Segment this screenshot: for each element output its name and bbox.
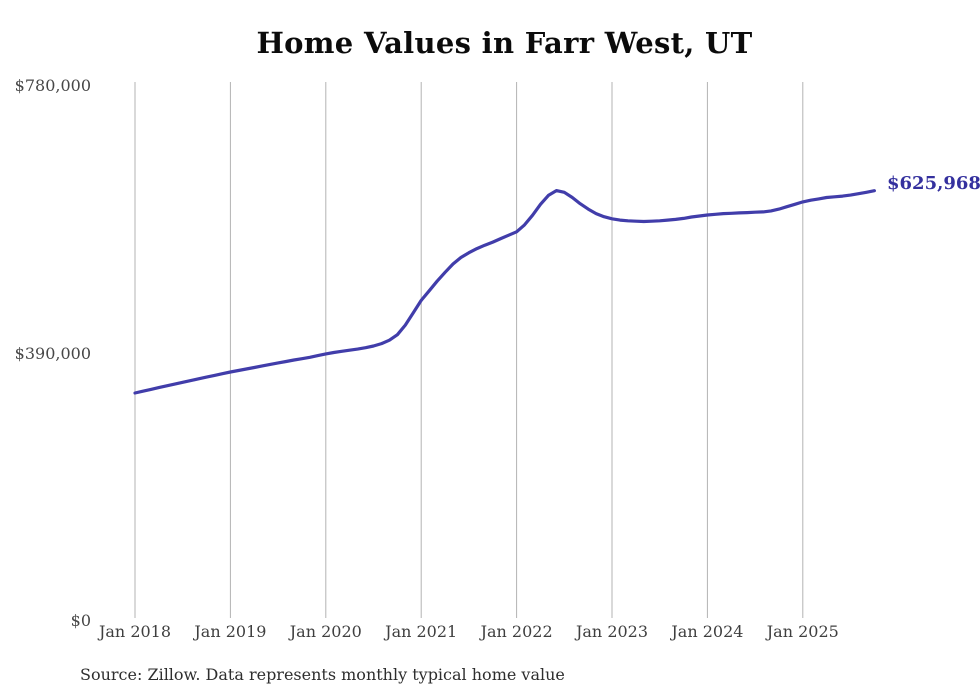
x-tick-label: Jan 2022 <box>480 622 553 641</box>
chart-title: Home Values in Farr West, UT <box>256 26 753 60</box>
x-tick-label: Jan 2019 <box>194 622 267 641</box>
vertical-gridlines <box>134 82 804 618</box>
x-tick-label: Jan 2018 <box>98 622 172 641</box>
y-tick-label: $0 <box>70 611 91 630</box>
x-tick-label: Jan 2025 <box>766 622 839 641</box>
end-value-label: $625,968 <box>887 173 980 194</box>
x-tick-label: Jan 2024 <box>671 622 744 641</box>
source-note: Source: Zillow. Data represents monthly … <box>80 665 565 684</box>
x-tick-label: Jan 2020 <box>289 622 362 641</box>
x-tick-label: Jan 2023 <box>575 622 649 641</box>
y-tick-label: $390,000 <box>14 343 91 363</box>
y-tick-label: $780,000 <box>14 76 91 95</box>
x-tick-label: Jan 2021 <box>385 622 458 641</box>
home-value-line <box>133 189 876 395</box>
